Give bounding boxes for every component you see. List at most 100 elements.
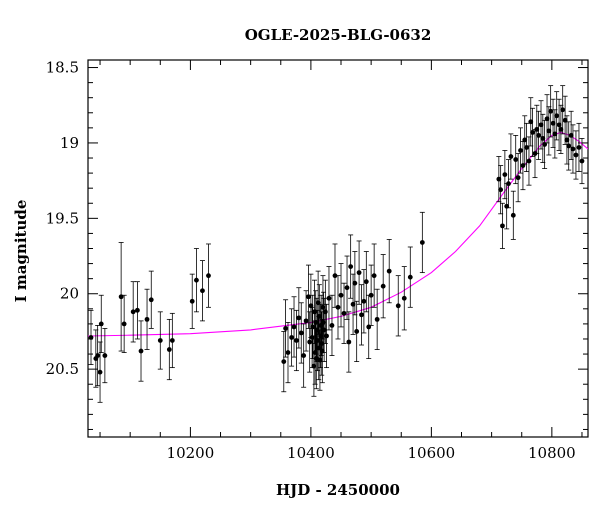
data-point (407, 274, 413, 280)
data-point (564, 137, 570, 143)
data-point (291, 324, 297, 330)
data-point (356, 270, 362, 276)
data-point (296, 315, 302, 321)
x-tick-label: 10200 (167, 444, 215, 462)
data-point (121, 321, 127, 327)
data-point (320, 304, 326, 310)
data-point (508, 154, 514, 159)
data-point (344, 285, 350, 291)
data-point (189, 298, 195, 304)
data-point (285, 350, 291, 355)
data-point (510, 212, 516, 218)
y-tick-label: 20.5 (46, 360, 79, 378)
data-point (538, 122, 544, 128)
data-point (317, 357, 323, 363)
data-point (324, 333, 329, 339)
y-axis-label: I magnitude (12, 200, 30, 303)
data-point (359, 312, 364, 318)
plot-area: 10200 10400 10600 10800 18.5 19 19.5 20 20.5 (46, 59, 589, 462)
data-point (321, 319, 326, 325)
data-point (502, 172, 508, 178)
data-point (88, 335, 94, 340)
data-point (138, 348, 144, 354)
data-point (552, 131, 558, 137)
data-point (283, 326, 288, 331)
data-point (319, 341, 325, 346)
data-point (548, 108, 554, 114)
data-point (380, 283, 386, 289)
data-point (134, 307, 140, 313)
data-point (306, 294, 311, 300)
data-point (97, 369, 103, 375)
data-point (329, 323, 335, 328)
data-point (311, 363, 317, 369)
data-point (338, 292, 344, 298)
data-point (368, 292, 374, 298)
data-point (522, 137, 528, 143)
data-point (570, 146, 576, 152)
x-tick-label: 10800 (528, 444, 576, 462)
data-point (350, 301, 356, 307)
data-point (352, 280, 358, 286)
data-point (307, 339, 313, 345)
data-point (496, 176, 502, 182)
data-point (556, 122, 562, 128)
y-tick-label: 18.5 (46, 59, 79, 77)
y-tick-label: 20 (60, 285, 79, 303)
data-point (102, 353, 108, 358)
data-point (326, 295, 332, 301)
data-point (513, 157, 519, 162)
data-point (401, 295, 407, 301)
data-point (354, 329, 360, 334)
data-point (528, 119, 534, 125)
data-point (294, 338, 299, 343)
chart-title: OGLE-2025-BLG-0632 (245, 26, 432, 44)
data-point (579, 158, 585, 164)
data-point (301, 353, 307, 358)
data-point (534, 126, 540, 132)
data-point (361, 298, 367, 304)
x-tick-label: 10400 (287, 444, 335, 462)
data-point (566, 143, 572, 149)
data-point (498, 187, 504, 193)
data-point (546, 128, 552, 134)
y-tick-label: 19.5 (46, 209, 79, 227)
data-point (98, 321, 104, 327)
data-point (298, 330, 304, 336)
y-tick-label: 19 (60, 134, 79, 152)
data-point (322, 309, 328, 315)
data-point (386, 268, 392, 274)
data-point (144, 316, 150, 322)
data-point (544, 116, 550, 122)
data-point (200, 288, 205, 294)
data-point (419, 240, 425, 245)
data-point (206, 273, 211, 279)
data-point (536, 133, 542, 138)
data-point (560, 107, 566, 113)
data-point (515, 175, 521, 181)
data-point (395, 303, 401, 309)
data-point (374, 316, 380, 322)
data-point (506, 181, 511, 187)
data-point (148, 297, 154, 303)
data-point (363, 279, 369, 285)
data-point (554, 113, 560, 119)
x-axis-label: HJD - 2450000 (276, 481, 400, 499)
data-point (289, 335, 295, 340)
data-point (95, 353, 101, 358)
data-point (335, 304, 341, 310)
data-point (530, 129, 535, 135)
data-point (194, 277, 199, 283)
data-point (348, 264, 354, 269)
data-point (558, 126, 564, 132)
data-point (169, 338, 175, 343)
data-point (500, 223, 505, 229)
data-point (303, 318, 309, 324)
data-point (166, 347, 172, 352)
data-point (346, 339, 352, 345)
data-point (341, 310, 347, 316)
x-tick-label: 10600 (408, 444, 456, 462)
data-point (540, 136, 546, 141)
plot-frame (87, 59, 589, 438)
